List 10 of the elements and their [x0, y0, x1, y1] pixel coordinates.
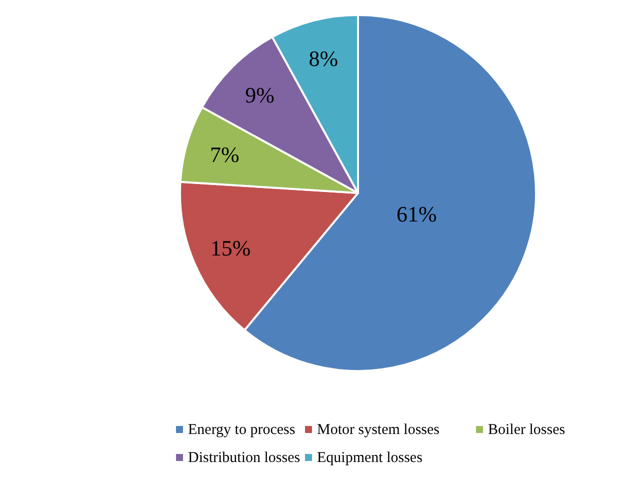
legend-label: Distribution losses [188, 450, 300, 466]
legend-label: Equipment losses [317, 450, 423, 466]
legend-label: Motor system losses [317, 422, 440, 438]
data-label: 8% [308, 46, 338, 72]
data-label: 61% [396, 202, 437, 227]
data-label: 7% [210, 142, 240, 167]
legend-label: Energy to process [188, 422, 296, 438]
legend-label: Boiler losses [488, 422, 566, 438]
data-label: 9% [245, 82, 274, 108]
data-label: 15% [210, 236, 251, 261]
